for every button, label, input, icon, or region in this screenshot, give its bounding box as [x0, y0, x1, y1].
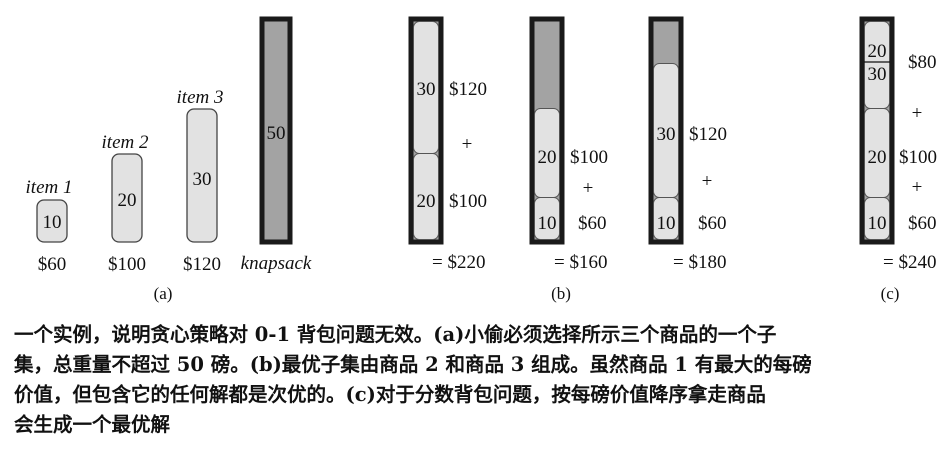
weight-20: 20 [868, 147, 887, 168]
item-2-weight: 20 [118, 190, 137, 211]
solution-1-price-100: $100 [449, 191, 487, 212]
solution-3-price-60: $60 [698, 213, 727, 234]
panel-b: 30 20 $120 + $100 = $220 20 10 $100 + $6… [408, 16, 727, 303]
solution-2-total: = $160 [554, 252, 607, 273]
knapsack-capacity: 50 [267, 123, 286, 144]
solution-2: 20 10 $100 + $60 = $160 [529, 16, 608, 273]
item-3-block [186, 108, 218, 243]
solution-2-piece-10 [534, 197, 560, 240]
caption-line-2: 集，总重量不超过 50 磅。(b)最优子集由商品 2 和商品 3 组成。虽然商品… [14, 353, 812, 376]
solution-1-piece-20 [413, 153, 439, 240]
caption-line-4: 会生成一个最优解 [14, 413, 171, 436]
fraction-denominator: 30 [868, 64, 887, 85]
item-2-value: $100 [108, 254, 146, 275]
solution-1-plus: + [462, 134, 473, 155]
knapsack-figure: item 1 10 $60 item 2 20 $100 item 3 30 $… [26, 16, 937, 303]
figure-caption: 一个实例，说明贪心策略对 0-1 背包问题无效。(a)小偷必须选择所示三个商品的… [14, 320, 939, 440]
solution-1: 30 20 $120 + $100 = $220 [408, 16, 487, 273]
item-1-weight: 10 [43, 212, 62, 233]
weight-10: 10 [868, 213, 887, 234]
price-80: $80 [908, 52, 937, 73]
solution-2-plus: + [583, 178, 594, 199]
item-2-block [111, 153, 143, 243]
panel-c-label: (c) [881, 284, 900, 303]
item-2-name: item 2 [102, 132, 149, 153]
fraction-numerator: 20 [868, 41, 887, 62]
item-3-name: item 3 [177, 87, 224, 108]
price-100: $100 [899, 147, 937, 168]
item-1-value: $60 [38, 254, 67, 275]
knapsack-container [259, 16, 293, 245]
solution-2-price-60: $60 [578, 213, 607, 234]
solution-3-price-120: $120 [689, 124, 727, 145]
item-3-weight: 30 [193, 169, 212, 190]
panel-a-label: (a) [154, 284, 173, 303]
panel-a: item 1 10 $60 item 2 20 $100 item 3 30 $… [26, 16, 312, 303]
solution-2-weight-20: 20 [538, 147, 557, 168]
price-60: $60 [908, 213, 937, 234]
total-240: = $240 [883, 252, 936, 273]
solution-3: 30 10 $120 + $60 = $180 [648, 16, 727, 273]
solution-1-total: = $220 [432, 252, 485, 273]
solution-2-weight-10: 10 [538, 213, 557, 234]
solution-2-price-100: $100 [570, 147, 608, 168]
solution-3-piece-10 [653, 197, 679, 240]
solution-3-total: = $180 [673, 252, 726, 273]
knapsack-label: knapsack [241, 253, 312, 274]
plus-2: + [912, 177, 923, 198]
solution-1-weight-30: 30 [417, 79, 436, 100]
item-3-value: $120 [183, 254, 221, 275]
panel-b-label: (b) [551, 284, 571, 303]
caption-line-3: 价值，但包含它的任何解都是次优的。(c)对于分数背包问题，按每磅价值降序拿走商品 [14, 383, 766, 406]
solution-3-weight-30: 30 [657, 124, 676, 145]
item-1-block [36, 199, 68, 243]
solution-1-weight-20: 20 [417, 191, 436, 212]
solution-3-plus: + [702, 171, 713, 192]
piece-10 [864, 197, 890, 240]
solution-1-price-120: $120 [449, 79, 487, 100]
caption-line-1: 一个实例，说明贪心策略对 0-1 背包问题无效。(a)小偷必须选择所示三个商品的… [14, 323, 777, 346]
solution-3-weight-10: 10 [657, 213, 676, 234]
item-1-name: item 1 [26, 177, 73, 198]
plus-1: + [912, 103, 923, 124]
panel-c: 20 30 20 10 $80 + $100 + $60 = $240 (c) [859, 16, 937, 303]
